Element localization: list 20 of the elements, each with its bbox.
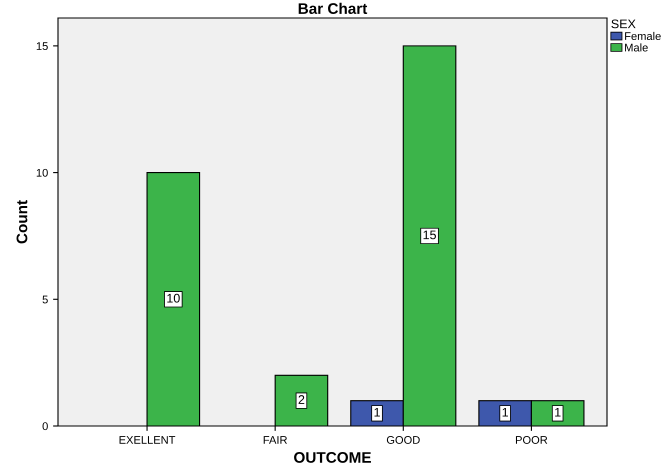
y-tick-label: 0 (42, 422, 48, 430)
data-label: 1 (555, 408, 561, 417)
data-label: 10 (167, 294, 180, 303)
x-tick-label: EXELLENT (120, 436, 176, 444)
data-label: 1 (374, 408, 380, 417)
y-tick-label: 15 (36, 42, 48, 50)
x-tick-label: FAIR (264, 436, 287, 444)
legend-title: SEX (611, 19, 636, 28)
y-tick-label: 5 (42, 296, 48, 304)
y-axis-title: Count (16, 200, 28, 244)
x-axis-title: OUTCOME (294, 452, 371, 463)
legend-label: Female (625, 32, 661, 40)
legend-label: Male (625, 43, 648, 52)
data-label: 15 (424, 230, 436, 240)
data-label: 1 (502, 408, 508, 417)
x-tick-label: POOR (516, 436, 548, 444)
x-tick-label: GOOD (386, 436, 420, 444)
y-tick-label: 10 (36, 168, 48, 177)
chart-title: Bar Chart (298, 2, 368, 14)
data-label: 2 (298, 395, 304, 404)
